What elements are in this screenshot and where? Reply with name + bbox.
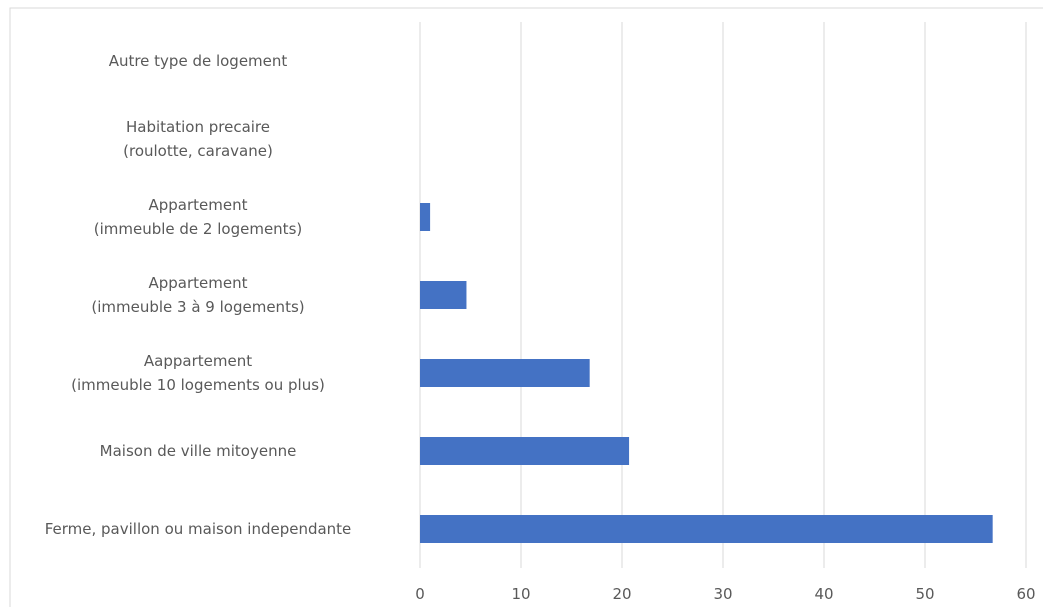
chart-frame <box>9 7 1043 607</box>
x-tick-label: 60 <box>1016 585 1035 603</box>
y-tick-label: Appartement (immeuble 3 à 9 logements) <box>91 274 305 316</box>
y-tick-label: Habitation precaire (roulotte, caravane) <box>123 118 273 160</box>
bar <box>420 515 993 543</box>
y-tick-label: Appartement (immeuble de 2 logements) <box>93 196 303 238</box>
x-tick-label: 20 <box>612 585 631 603</box>
bar <box>420 203 431 231</box>
x-tick-label: 10 <box>511 585 530 603</box>
y-tick-label: Autre type de logement <box>108 52 288 70</box>
y-tick-label: Aappartement (immeuble 10 logements ou p… <box>71 352 325 394</box>
bar <box>420 437 630 465</box>
y-tick-label: Ferme, pavillon ou maison independante <box>44 520 352 538</box>
y-tick-label: Maison de ville mitoyenne <box>99 442 297 460</box>
x-tick-label: 0 <box>415 585 425 603</box>
bar <box>420 281 467 309</box>
x-tick-label: 40 <box>814 585 833 603</box>
x-tick-label: 50 <box>915 585 934 603</box>
bar <box>420 359 590 387</box>
x-tick-label: 30 <box>713 585 732 603</box>
